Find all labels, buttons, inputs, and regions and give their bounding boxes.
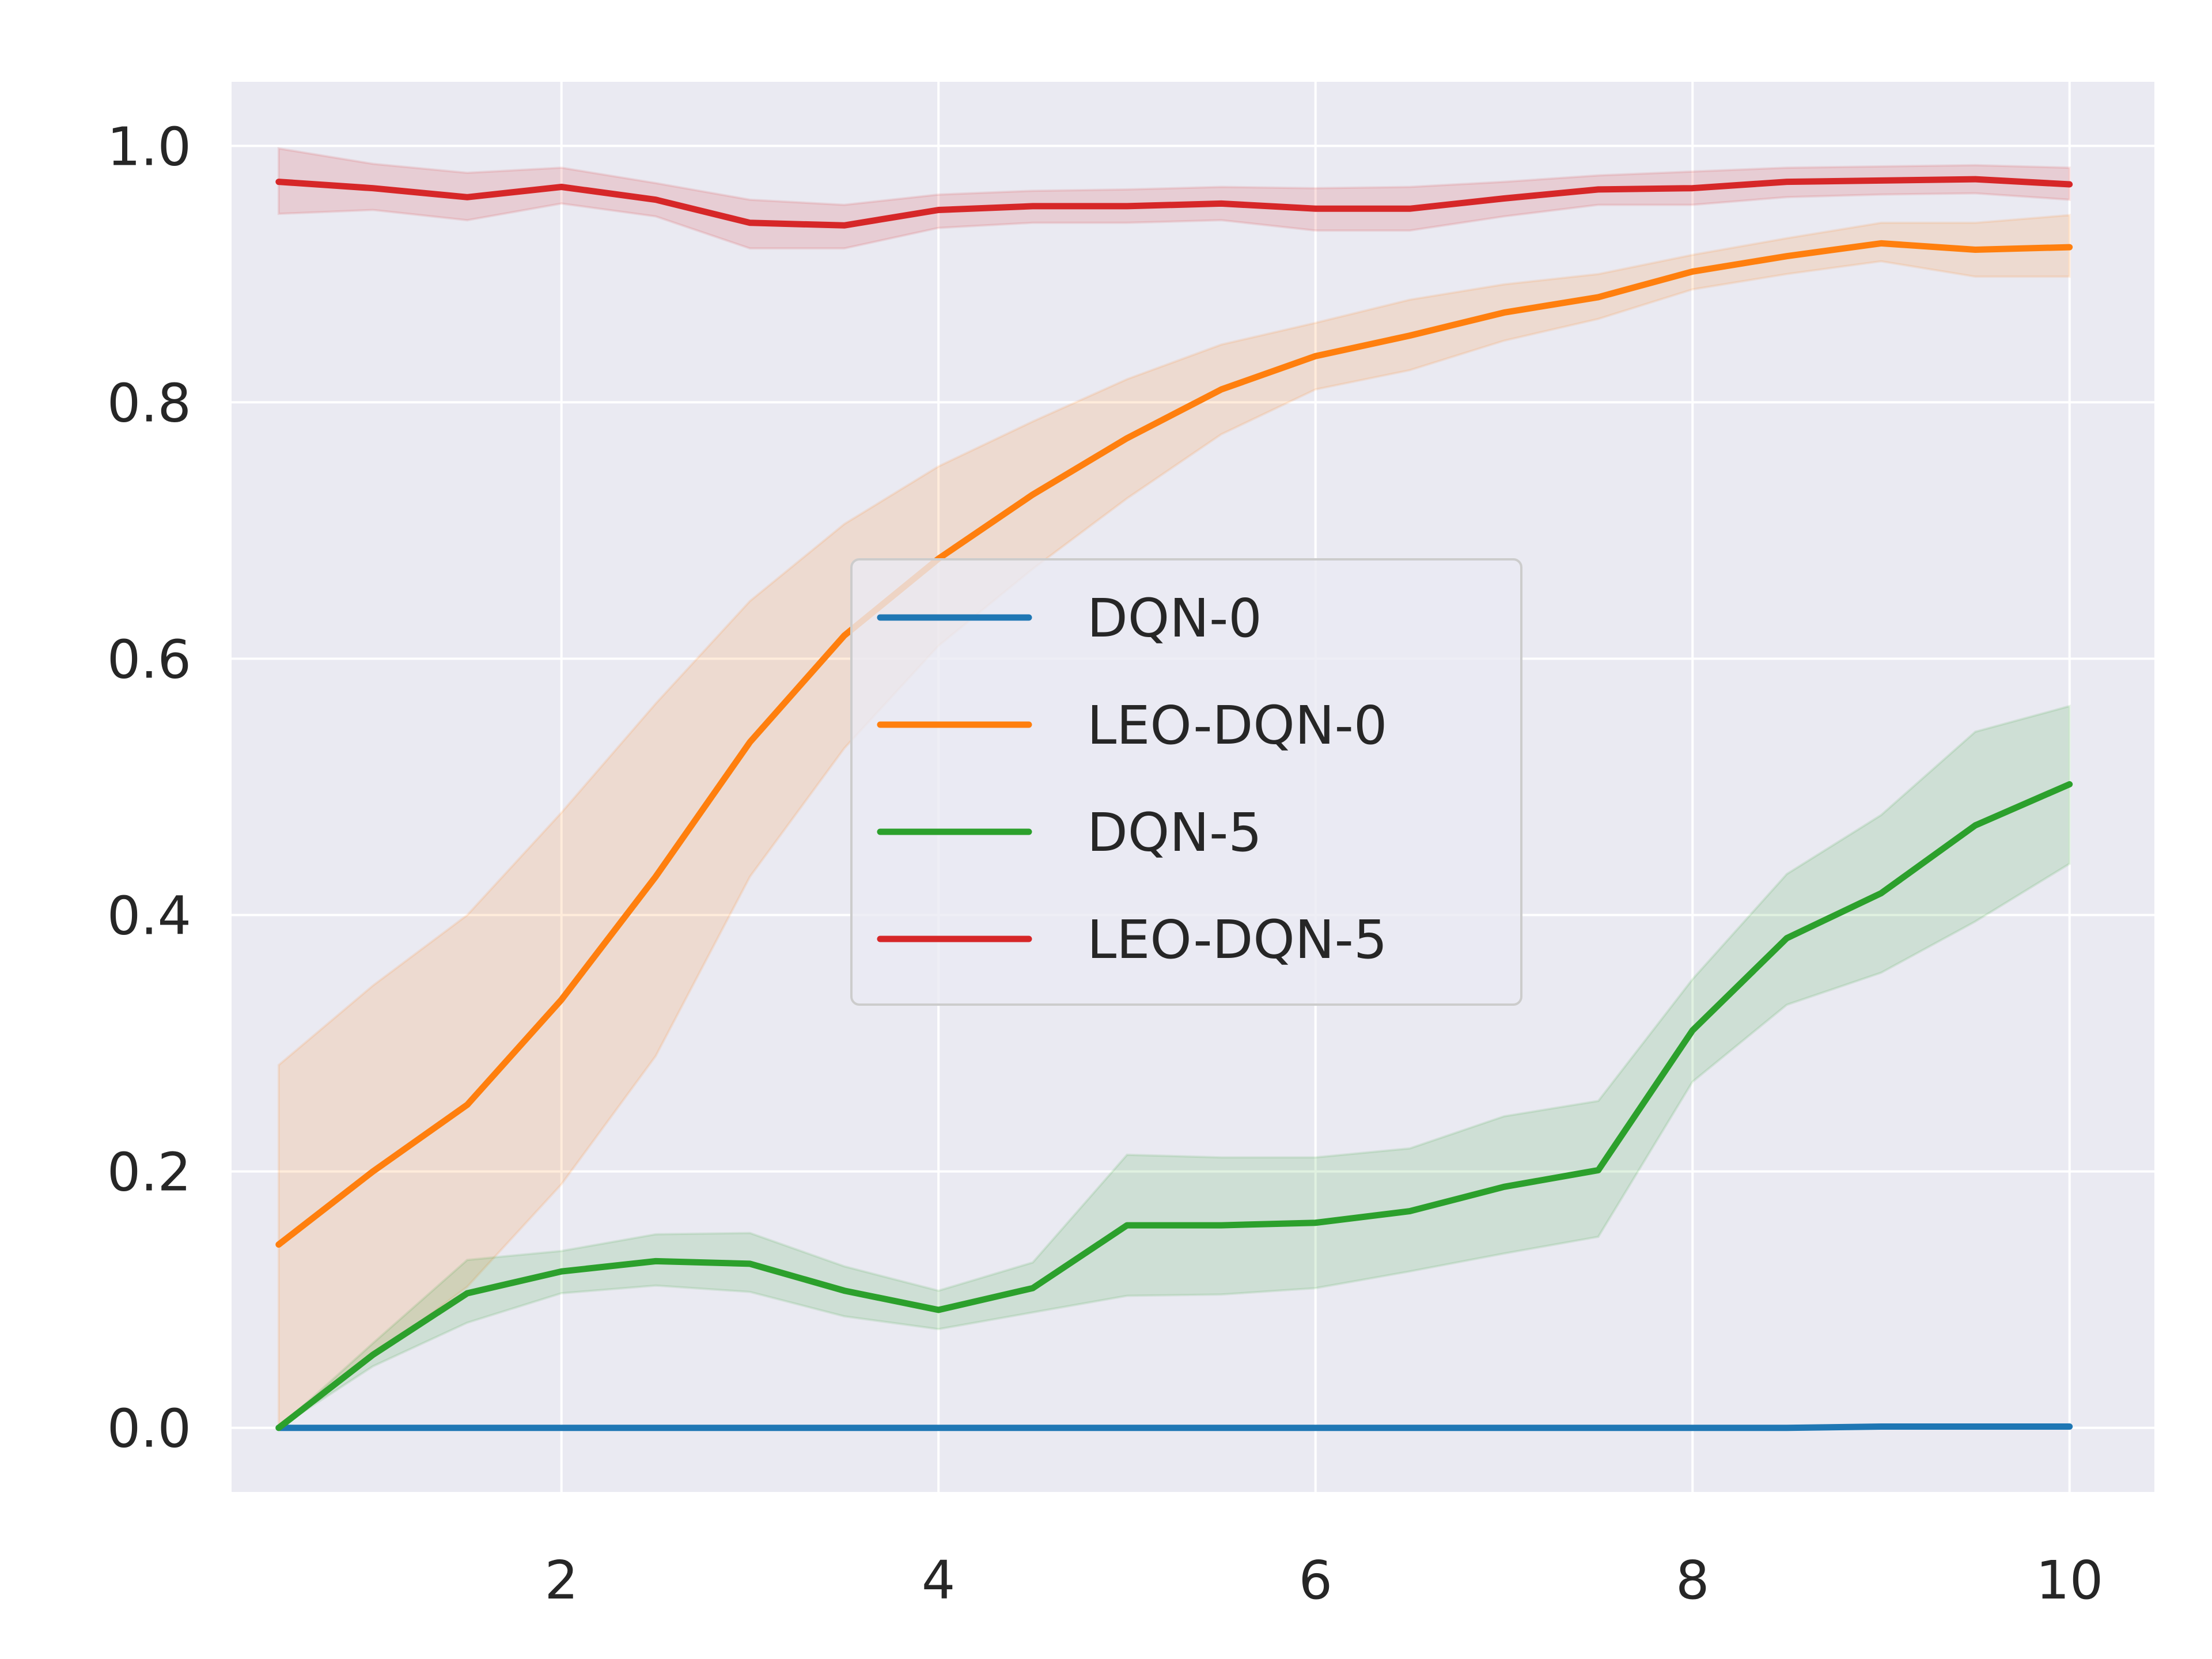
x-tick-label: 6 <box>1298 1550 1332 1611</box>
legend-box <box>850 558 1522 1006</box>
confidence-band <box>277 147 2071 250</box>
x-tick-label: 2 <box>544 1550 578 1611</box>
series-line <box>275 781 2073 1431</box>
x-tick-label: 10 <box>2036 1550 2103 1611</box>
legend-label: LEO-DQN-5 <box>1087 909 1387 971</box>
legend-label: DQN-0 <box>1087 588 1262 649</box>
legend-label: DQN-5 <box>1087 802 1262 863</box>
y-tick-label: 0.0 <box>107 1398 191 1460</box>
y-axis-ticks: 0.0 0.2 0.4 0.6 0.8 1.0 <box>107 116 191 1459</box>
y-tick-label: 0.8 <box>107 372 191 434</box>
x-tick-label: 4 <box>922 1550 956 1611</box>
confidence-band <box>277 214 2071 1430</box>
series-line <box>275 240 2073 1248</box>
x-axis-ticks: 2 4 6 8 10 <box>544 1550 2103 1611</box>
series-lines <box>275 176 2073 1431</box>
series-line <box>275 176 2073 229</box>
y-tick-label: 0.6 <box>107 628 191 690</box>
y-tick-label: 0.2 <box>107 1142 191 1203</box>
x-tick-label: 8 <box>1676 1550 1710 1611</box>
series-line <box>275 1423 2073 1431</box>
legend: DQN-0 LEO-DQN-0 DQN-5 LEO-DQN-5 <box>850 558 1522 1006</box>
legend-label: LEO-DQN-0 <box>1087 695 1387 756</box>
y-tick-label: 0.4 <box>107 885 191 947</box>
y-tick-label: 1.0 <box>107 116 191 177</box>
